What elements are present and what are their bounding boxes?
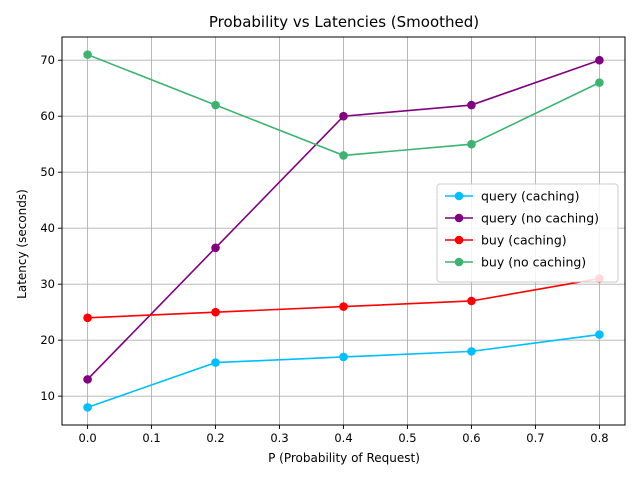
legend-swatch-marker [454, 235, 464, 245]
legend-swatch-marker [454, 191, 464, 201]
data-point [83, 313, 92, 323]
legend-item: buy (no caching) [445, 255, 586, 270]
x-tick-label: 0.6 [462, 431, 480, 445]
legend: query (caching) query (no caching) buy (ca… [436, 183, 619, 283]
data-point [83, 50, 92, 59]
x-tick-label: 0.4 [334, 431, 352, 445]
series-0 [83, 330, 604, 412]
data-point [595, 330, 604, 339]
x-tick-label: 0.0 [78, 431, 96, 445]
x-axis-label: P (Probability of Request) [268, 451, 420, 465]
x-tick-label: 0.5 [398, 431, 416, 445]
data-point [467, 139, 476, 149]
series-3 [83, 50, 604, 160]
legend-label: buy (no caching) [481, 255, 586, 270]
y-tick-label: 50 [40, 165, 55, 179]
data-series [83, 50, 604, 412]
x-tick-label: 0.1 [142, 431, 160, 445]
legend-box [436, 183, 619, 283]
series-1 [83, 55, 604, 384]
data-point [467, 296, 476, 306]
chart-title: Probability vs Latencies (Smoothed) [209, 13, 479, 31]
data-point [467, 347, 476, 356]
data-point [339, 151, 348, 160]
y-tick-label: 40 [40, 221, 55, 235]
y-tick-label: 20 [40, 333, 55, 347]
axis-ticks: 0.0 0.1 0.2 0.3 0.4 0.5 0.6 0.7 0.8 10 20 30 40 50 60 7… [40, 53, 608, 445]
x-tick-label: 0.2 [206, 431, 224, 445]
data-point [339, 352, 348, 362]
legend-label: buy (caching) [481, 233, 567, 248]
data-point [83, 375, 92, 384]
legend-swatch-marker [454, 213, 464, 223]
legend-item: query (caching) [445, 189, 579, 204]
legend-item: query (no caching) [445, 211, 599, 226]
data-point [339, 302, 348, 311]
y-tick-label: 10 [40, 389, 55, 403]
y-tick-label: 70 [40, 53, 55, 67]
legend-item: buy (caching) [445, 233, 567, 248]
data-point [83, 403, 92, 412]
data-point [211, 358, 220, 367]
x-tick-label: 0.8 [590, 431, 608, 445]
y-axis-label: Latency (seconds) [15, 189, 29, 299]
x-tick-label: 0.3 [270, 431, 288, 445]
data-point [467, 100, 476, 110]
data-point [339, 111, 348, 121]
legend-label: query (no caching) [481, 211, 599, 226]
legend-label: query (caching) [481, 189, 579, 204]
y-tick-label: 60 [40, 109, 55, 123]
data-point [595, 55, 604, 65]
data-point [211, 243, 220, 253]
legend-swatch-marker [454, 257, 464, 267]
y-tick-label: 30 [40, 277, 55, 291]
data-point [211, 307, 220, 317]
data-point [595, 78, 604, 87]
x-tick-label: 0.7 [526, 431, 544, 445]
data-point [211, 100, 220, 110]
